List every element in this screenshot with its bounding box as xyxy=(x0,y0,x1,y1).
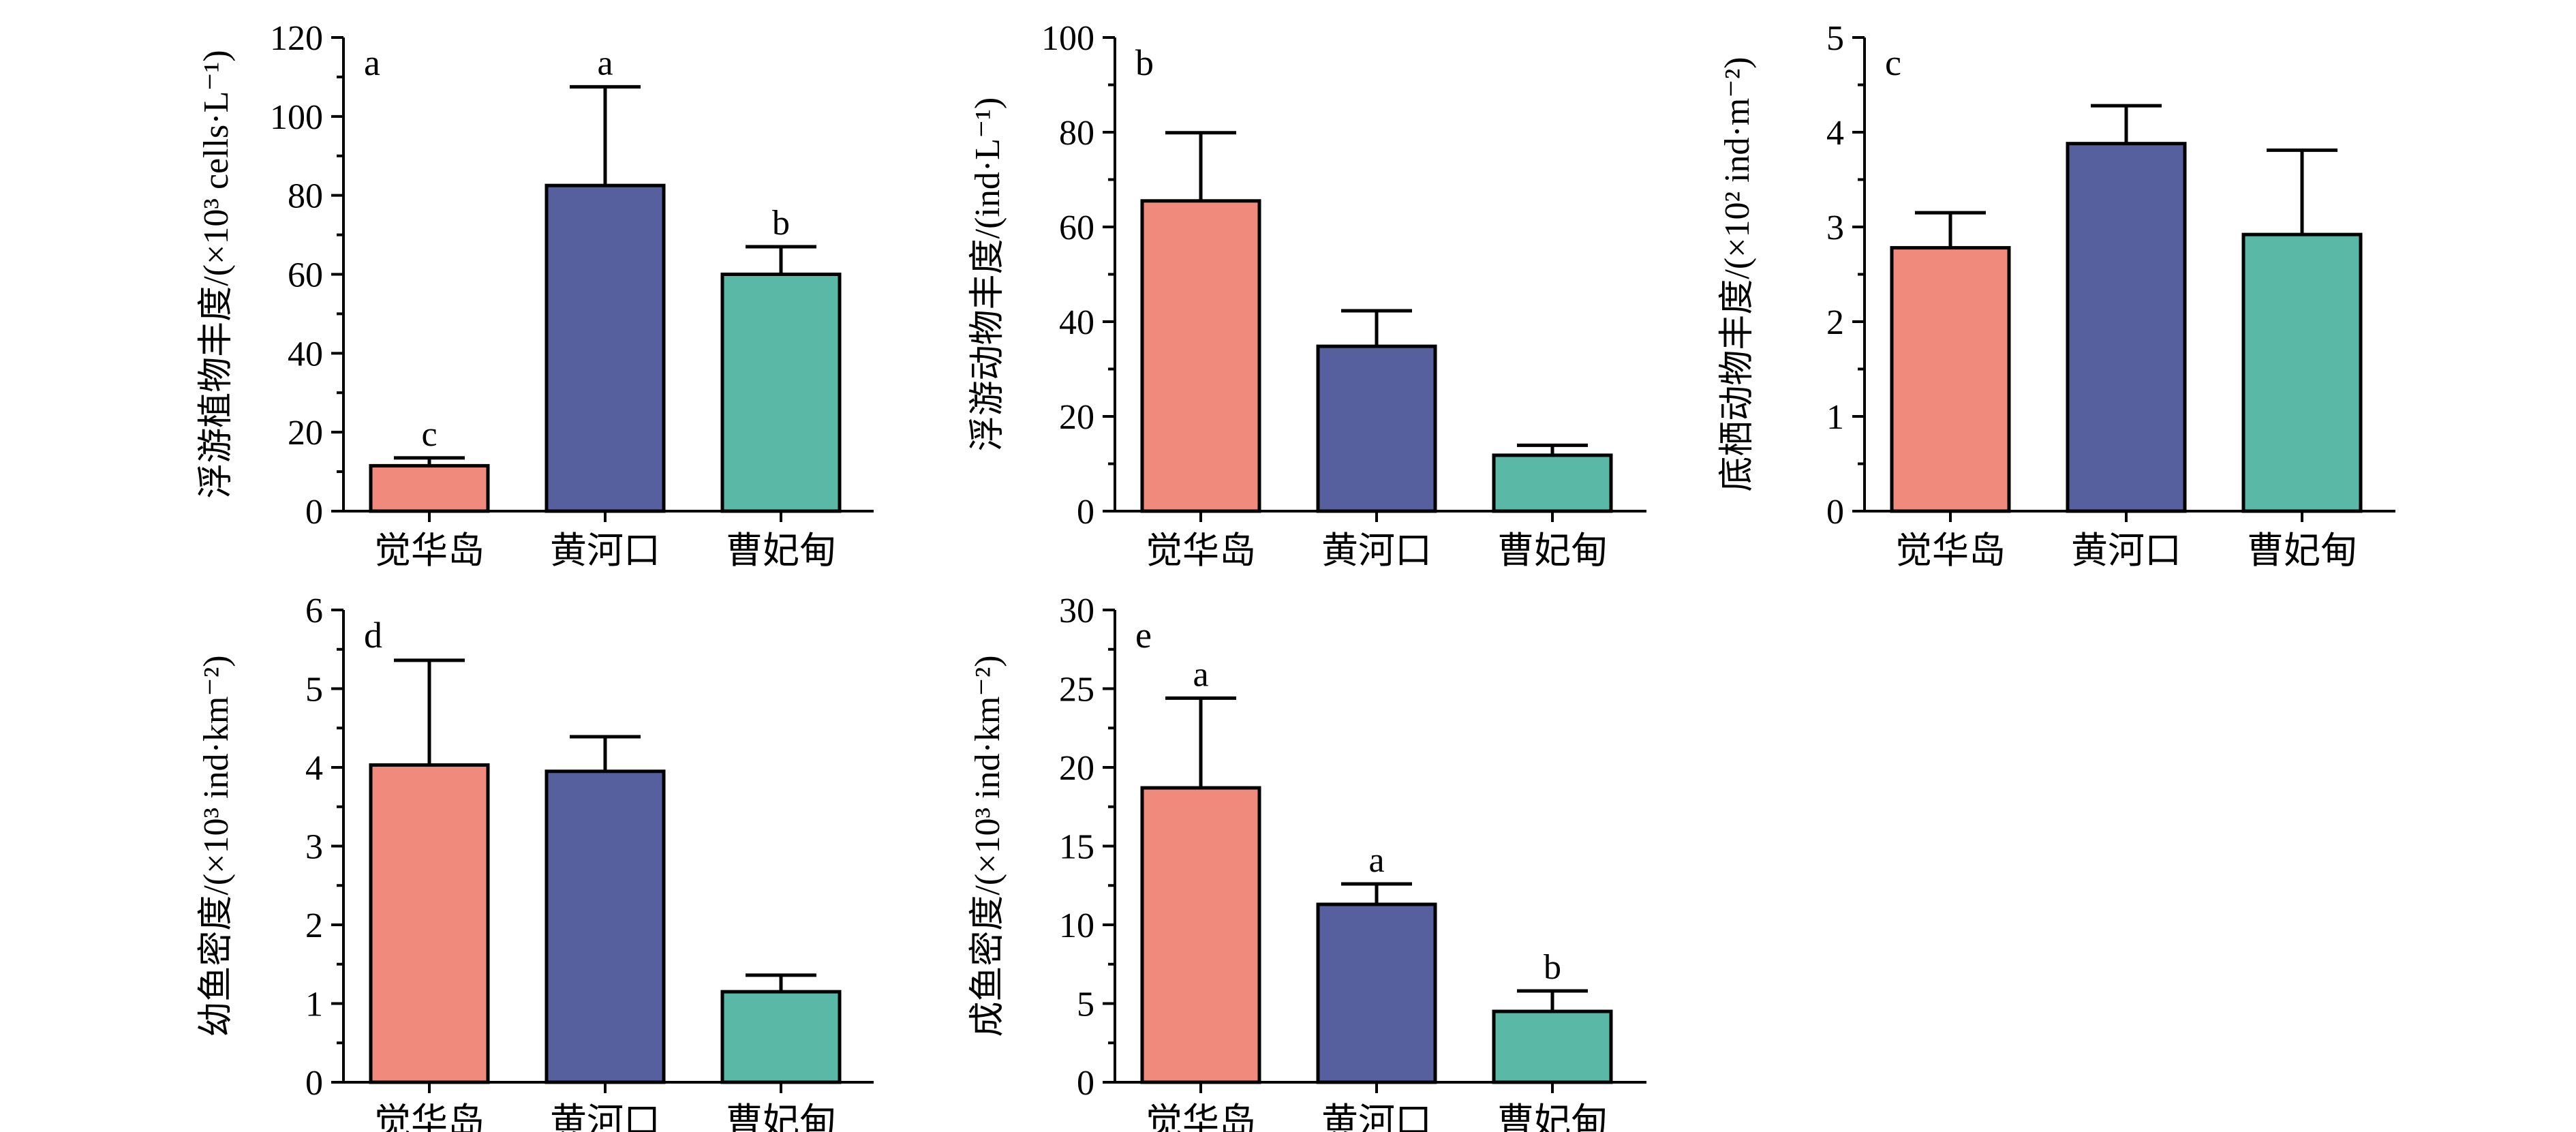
bar xyxy=(1492,1009,1613,1084)
chart-panel-a: 0 20 40 60 80 100 120 觉华岛 c 黄河口 a 曹妃甸 b a 浮游植物丰度/(×10³… xyxy=(197,19,874,571)
panel-letter: e xyxy=(1135,615,1152,656)
y-tick-label: 60 xyxy=(1059,209,1094,247)
y-tick-label: 0 xyxy=(1077,493,1094,532)
x-tick-label: 觉华岛 xyxy=(1146,530,1256,571)
panel-letter: d xyxy=(364,615,382,656)
x-tick-label: 觉华岛 xyxy=(374,530,485,571)
y-tick-label: 40 xyxy=(288,335,323,373)
y-tick-label: 120 xyxy=(270,19,323,58)
y-tick-label: 0 xyxy=(305,493,323,532)
panel-letter: b xyxy=(1135,42,1154,83)
significance-letter: a xyxy=(1368,841,1384,880)
x-tick-label: 黄河口 xyxy=(550,1101,660,1132)
bar xyxy=(2241,232,2363,513)
y-tick-label: 2 xyxy=(1826,303,1844,342)
bar xyxy=(1890,246,2011,513)
x-tick-label: 曹妃甸 xyxy=(1497,1101,1608,1132)
x-tick-label: 黄河口 xyxy=(550,530,660,571)
y-tick-label: 4 xyxy=(1826,114,1844,153)
y-axis-label: 幼鱼密度/(×10³ ind·km⁻²) xyxy=(197,655,236,1037)
chart-panel-c: 0 1 2 3 4 5 觉华岛 黄河口 曹妃甸 c 底栖动物丰度/(×10² ind·m⁻²) xyxy=(1718,19,2395,571)
bar xyxy=(545,769,666,1084)
significance-letter: c xyxy=(421,415,437,454)
panel-letter: a xyxy=(364,42,380,83)
y-tick-label: 80 xyxy=(288,177,323,216)
y-tick-label: 20 xyxy=(1059,398,1094,437)
significance-letter: b xyxy=(1544,948,1561,987)
x-tick-label: 黄河口 xyxy=(2071,530,2181,571)
significance-letter: b xyxy=(772,204,790,243)
y-axis-label: 浮游动物丰度/(ind·L⁻¹) xyxy=(968,97,1007,452)
chart-panel-d: 0 1 2 3 4 5 6 觉华岛 黄河口 曹妃甸 d 幼鱼密度/(×10³ ind·km⁻²) xyxy=(197,592,874,1132)
y-tick-label: 100 xyxy=(1041,19,1094,58)
y-axis-label: 成鱼密度/(×10³ ind·km⁻²) xyxy=(968,655,1007,1037)
y-tick-label: 0 xyxy=(1077,1064,1094,1103)
bar xyxy=(720,990,842,1084)
y-tick-label: 5 xyxy=(1826,19,1844,58)
x-tick-label: 曹妃甸 xyxy=(726,1101,836,1132)
bar xyxy=(369,463,490,513)
significance-letter: a xyxy=(597,44,613,82)
bar xyxy=(545,183,666,513)
bar xyxy=(1316,902,1437,1084)
y-tick-label: 20 xyxy=(1059,749,1094,788)
bar xyxy=(1316,344,1437,513)
y-tick-label: 10 xyxy=(1059,906,1094,945)
x-tick-label: 曹妃甸 xyxy=(726,530,836,571)
bar xyxy=(1140,199,1261,513)
y-tick-label: 60 xyxy=(288,256,323,295)
x-tick-label: 觉华岛 xyxy=(374,1101,485,1132)
y-tick-label: 5 xyxy=(1077,985,1094,1024)
bar xyxy=(1492,453,1613,513)
y-tick-label: 40 xyxy=(1059,303,1094,342)
y-tick-label: 1 xyxy=(1826,398,1844,437)
x-tick-label: 觉华岛 xyxy=(1895,530,2006,571)
y-tick-label: 15 xyxy=(1059,828,1094,867)
x-tick-label: 黄河口 xyxy=(1321,530,1432,571)
significance-letter: a xyxy=(1193,655,1208,694)
x-tick-label: 黄河口 xyxy=(1321,1101,1432,1132)
x-tick-label: 曹妃甸 xyxy=(2247,530,2357,571)
y-tick-label: 0 xyxy=(1826,493,1844,532)
panel-letter: c xyxy=(1885,42,1901,83)
y-tick-label: 0 xyxy=(305,1064,323,1103)
y-tick-label: 80 xyxy=(1059,114,1094,153)
y-tick-label: 3 xyxy=(305,828,323,867)
chart-panel-e: 0 5 10 15 20 25 30 觉华岛 a 黄河口 a 曹妃甸 b e 成鱼密度/(×10³ ind·… xyxy=(968,592,1646,1132)
bar xyxy=(720,273,842,513)
bar xyxy=(2066,142,2187,513)
y-tick-label: 1 xyxy=(305,985,323,1024)
y-tick-label: 25 xyxy=(1059,671,1094,709)
x-tick-label: 觉华岛 xyxy=(1146,1101,1256,1132)
bar xyxy=(369,763,490,1084)
bar xyxy=(1140,786,1261,1084)
y-tick-label: 20 xyxy=(288,414,323,453)
y-axis-label: 底栖动物丰度/(×10² ind·m⁻²) xyxy=(1718,57,1757,491)
y-tick-label: 6 xyxy=(305,592,323,630)
y-tick-label: 3 xyxy=(1826,209,1844,247)
y-tick-label: 100 xyxy=(270,98,323,137)
y-tick-label: 30 xyxy=(1059,592,1094,630)
x-tick-label: 曹妃甸 xyxy=(1497,530,1608,571)
y-axis-label: 浮游植物丰度/(×10³ cells·L⁻¹) xyxy=(197,50,236,498)
chart-panel-b: 0 20 40 60 80 100 觉华岛 黄河口 曹妃甸 b 浮游动物丰度/(ind·L⁻¹) xyxy=(968,19,1646,571)
y-tick-label: 2 xyxy=(305,906,323,945)
y-tick-label: 4 xyxy=(305,749,323,788)
y-tick-label: 5 xyxy=(305,671,323,709)
